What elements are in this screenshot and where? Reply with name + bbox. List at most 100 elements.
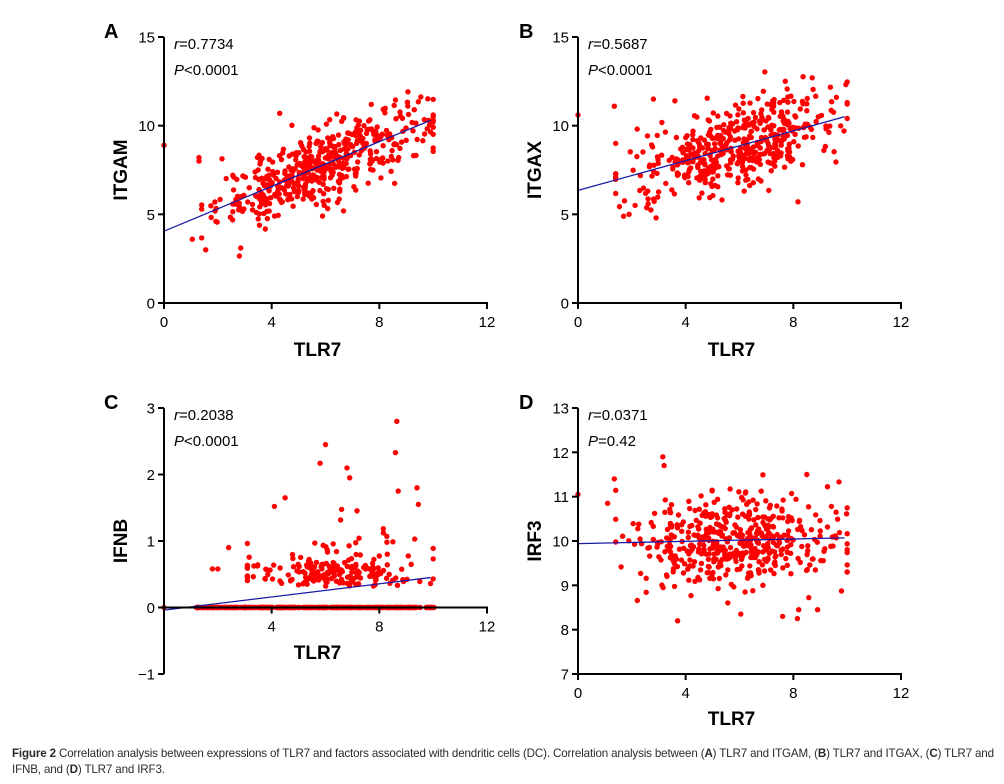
data-point [331,185,337,191]
data-point [799,527,805,534]
data-point [634,126,640,132]
data-point [703,502,709,508]
data-point [758,111,764,117]
y-tick-label: 10 [138,118,155,135]
data-point [645,196,651,202]
data-point [742,145,748,151]
data-point [655,194,661,200]
data-point [651,162,657,168]
data-point [804,101,810,107]
p-value-text: P=0.42 [588,433,636,450]
data-point [626,211,632,217]
data-point [384,539,390,545]
data-point [249,207,256,213]
y-tick-label: 10 [552,534,569,551]
data-point [649,144,656,150]
data-point [735,125,741,131]
data-point [740,497,746,503]
data-point [730,153,736,159]
data-point [696,546,702,552]
data-point [778,551,784,558]
data-point [277,565,283,571]
data-point [394,418,400,424]
data-point [236,204,243,210]
data-point [336,141,342,148]
data-point [246,185,252,191]
data-point [632,202,638,209]
data-point [636,521,642,527]
panel-b: B 0 5 10 15 0 4 8 12 TLR7 ITGAX r=0.5687 P<0.0001 [519,21,909,361]
data-point [740,550,746,556]
y-tick-label: 13 [552,401,569,418]
data-point [392,97,399,103]
data-point [288,178,295,184]
data-point [340,115,347,121]
data-point [336,164,342,170]
data-point [415,99,421,105]
data-point [708,157,715,163]
data-point [357,552,363,558]
data-point [723,110,730,117]
y-tick-label: 11 [553,489,569,506]
data-point [349,569,355,575]
data-point [746,122,752,128]
data-point [384,551,390,557]
data-point [767,502,773,508]
data-point [704,95,710,101]
data-point [726,504,732,510]
data-point [686,498,692,504]
caption-label: Figure 2 [12,747,56,760]
data-point [717,559,724,565]
data-point [322,155,329,161]
data-point [788,490,795,497]
y-tick-label: 5 [561,207,569,224]
data-point [405,103,411,109]
data-point [643,589,649,595]
data-point [408,561,414,567]
data-point [396,154,402,161]
y-axis-title: IRF3 [525,520,546,561]
data-point [325,186,331,192]
data-point [397,145,403,152]
data-point [736,489,742,495]
data-point [747,100,753,106]
data-point [244,565,251,571]
data-point [759,533,765,539]
data-point [320,561,326,567]
data-point [300,175,306,182]
r-value: =0.0371 [593,407,648,424]
data-point [232,201,239,207]
data-point [784,86,790,92]
data-point [710,545,716,551]
data-point [685,534,691,541]
caption-ref-c: C [929,747,938,760]
data-point [340,175,346,181]
data-point [344,580,351,587]
data-point [255,216,261,222]
data-point [620,213,627,219]
data-point [654,544,660,550]
data-point [421,116,427,123]
data-point [328,575,335,582]
data-point [340,208,347,214]
data-point [303,562,310,568]
data-point [727,157,734,163]
data-point [413,120,419,126]
data-point [621,198,628,204]
data-point [263,566,269,572]
data-point [367,160,374,166]
data-point [710,576,717,582]
data-point [297,160,303,167]
data-point [833,509,839,515]
data-point [808,126,815,132]
data-point [300,569,306,575]
data-point [662,497,668,503]
data-point [836,529,843,536]
data-point [784,109,791,115]
data-point [613,539,619,545]
data-point [720,135,726,142]
data-point [742,155,748,162]
caption-ref-d: D [69,763,78,776]
data-point [325,205,331,212]
data-point [236,253,243,259]
